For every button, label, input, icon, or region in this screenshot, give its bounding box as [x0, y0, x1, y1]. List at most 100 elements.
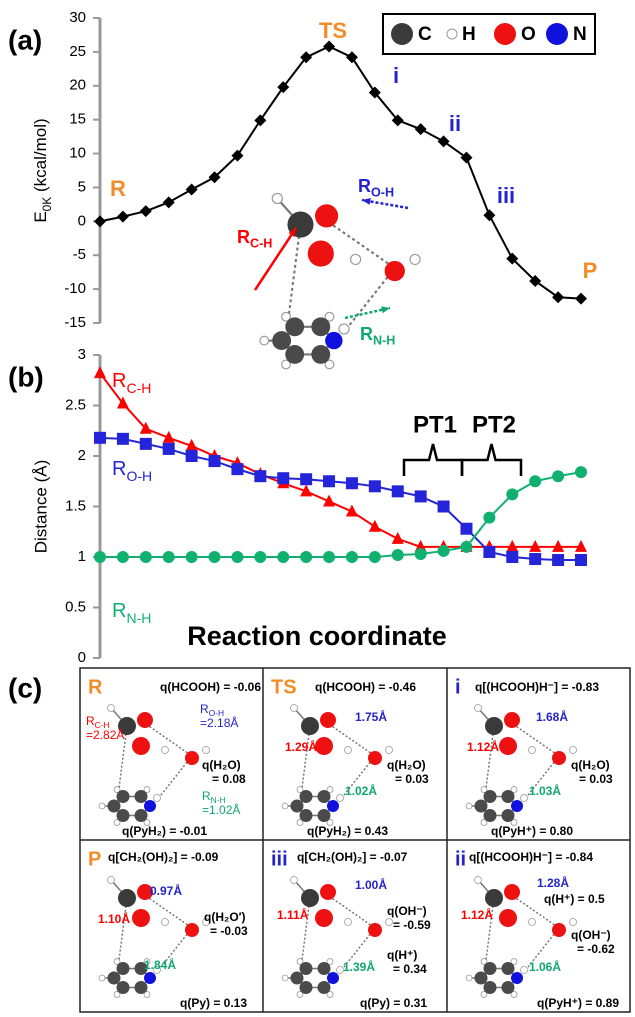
legend-swatch [546, 23, 568, 45]
atom [569, 918, 577, 926]
distance-arrow [344, 306, 391, 320]
marker [460, 151, 473, 164]
bond [323, 217, 396, 269]
atom [132, 909, 150, 927]
atom [311, 344, 331, 364]
atom [290, 799, 304, 813]
marker [277, 472, 290, 485]
marker [345, 477, 358, 490]
marker [323, 494, 336, 507]
atom [290, 876, 298, 884]
marker [94, 215, 106, 228]
series-label-part: O-H [126, 468, 152, 484]
y-tick-label: 25 [69, 43, 86, 60]
atom [137, 884, 153, 900]
marker [529, 274, 542, 287]
atom [299, 789, 313, 803]
atom [98, 974, 106, 982]
bond [325, 721, 376, 757]
panel-text: 1.68Å [536, 709, 568, 724]
marker [575, 554, 587, 567]
legend-label: O [521, 24, 536, 45]
panel-label: (a) [8, 24, 42, 55]
atom [501, 961, 515, 975]
marker [391, 485, 404, 498]
marker [552, 291, 565, 304]
marker [460, 522, 473, 535]
panel-distance-label-part: O-H [209, 708, 224, 718]
marker [116, 210, 129, 223]
panel-text: q[(HCOOH)H⁻] = -0.83 [475, 680, 599, 694]
panel-title: ii [455, 848, 466, 870]
bond [156, 755, 193, 801]
panel-text: q(OH⁻) [571, 928, 611, 942]
atom [480, 958, 488, 965]
atom [134, 789, 148, 803]
x-axis-label: Reaction coordinate [187, 621, 447, 651]
panel-text: q(PyH⁺) = 0.80 [491, 824, 573, 838]
y-axis-label: E0K (kcal/mol) [31, 118, 54, 222]
atom [143, 958, 151, 965]
panel-distance-value: =2.82Å [86, 727, 124, 742]
atom [485, 889, 503, 907]
brace [402, 443, 464, 476]
atom [327, 800, 339, 812]
atom [338, 323, 350, 335]
atom [499, 737, 517, 755]
atom [474, 971, 488, 985]
distance-label-part: O-H [371, 186, 394, 200]
atom [296, 991, 304, 998]
atom [368, 751, 382, 765]
atom [285, 317, 305, 337]
panel-text: q[CH₂(OH)₂] = -0.09 [108, 850, 219, 864]
atom [202, 746, 210, 754]
panel-text: q[CH₂(OH)₂] = -0.07 [297, 850, 408, 864]
bond [287, 224, 302, 315]
panel-distance-label-part: C-H [95, 720, 110, 730]
atom [326, 958, 334, 965]
panel-title: R [88, 676, 103, 698]
atom [281, 359, 291, 370]
marker [506, 252, 519, 265]
atom [569, 746, 577, 754]
panel-text: 1.11Å [277, 907, 309, 922]
panel-text: 1.10Å [98, 911, 130, 926]
marker [368, 551, 381, 563]
atom [510, 958, 518, 965]
distance-label-part: N-H [373, 334, 395, 348]
atom [185, 751, 199, 765]
marker [139, 421, 152, 434]
panel-text: q[(HCOOH)H⁻] = -0.84 [469, 850, 593, 864]
atom [315, 737, 333, 755]
marker [368, 480, 381, 493]
atom [552, 923, 566, 937]
series-label: RO-H [112, 458, 152, 483]
series-line [99, 372, 581, 548]
marker [575, 292, 587, 305]
atom [296, 958, 304, 965]
panel-distance-label-part: R [200, 702, 209, 716]
panel-title: iii [271, 848, 288, 870]
atom [153, 794, 161, 802]
panel-distance-label: RO-H [200, 702, 224, 718]
atom [499, 909, 517, 927]
atom [520, 794, 528, 802]
brace [460, 443, 523, 476]
legend-label: C [418, 24, 432, 45]
atom [299, 961, 313, 975]
atom [510, 991, 518, 998]
series-label: RN-H [112, 600, 151, 625]
panel-distance-value: =2.18Å [200, 715, 238, 730]
y-tick-label: 2.5 [65, 396, 86, 413]
atom [483, 809, 497, 823]
atom [384, 260, 405, 282]
marker [139, 205, 152, 218]
atom [285, 344, 305, 364]
panel-title: TS [271, 676, 297, 698]
panel-text: q(H₂O) [571, 758, 610, 772]
atom [480, 786, 488, 793]
panel-distance-label-part: N-H [211, 795, 226, 805]
marker [391, 114, 404, 127]
marker [208, 455, 221, 468]
panel-text: q(PyH⁺) = 0.89 [537, 996, 619, 1010]
